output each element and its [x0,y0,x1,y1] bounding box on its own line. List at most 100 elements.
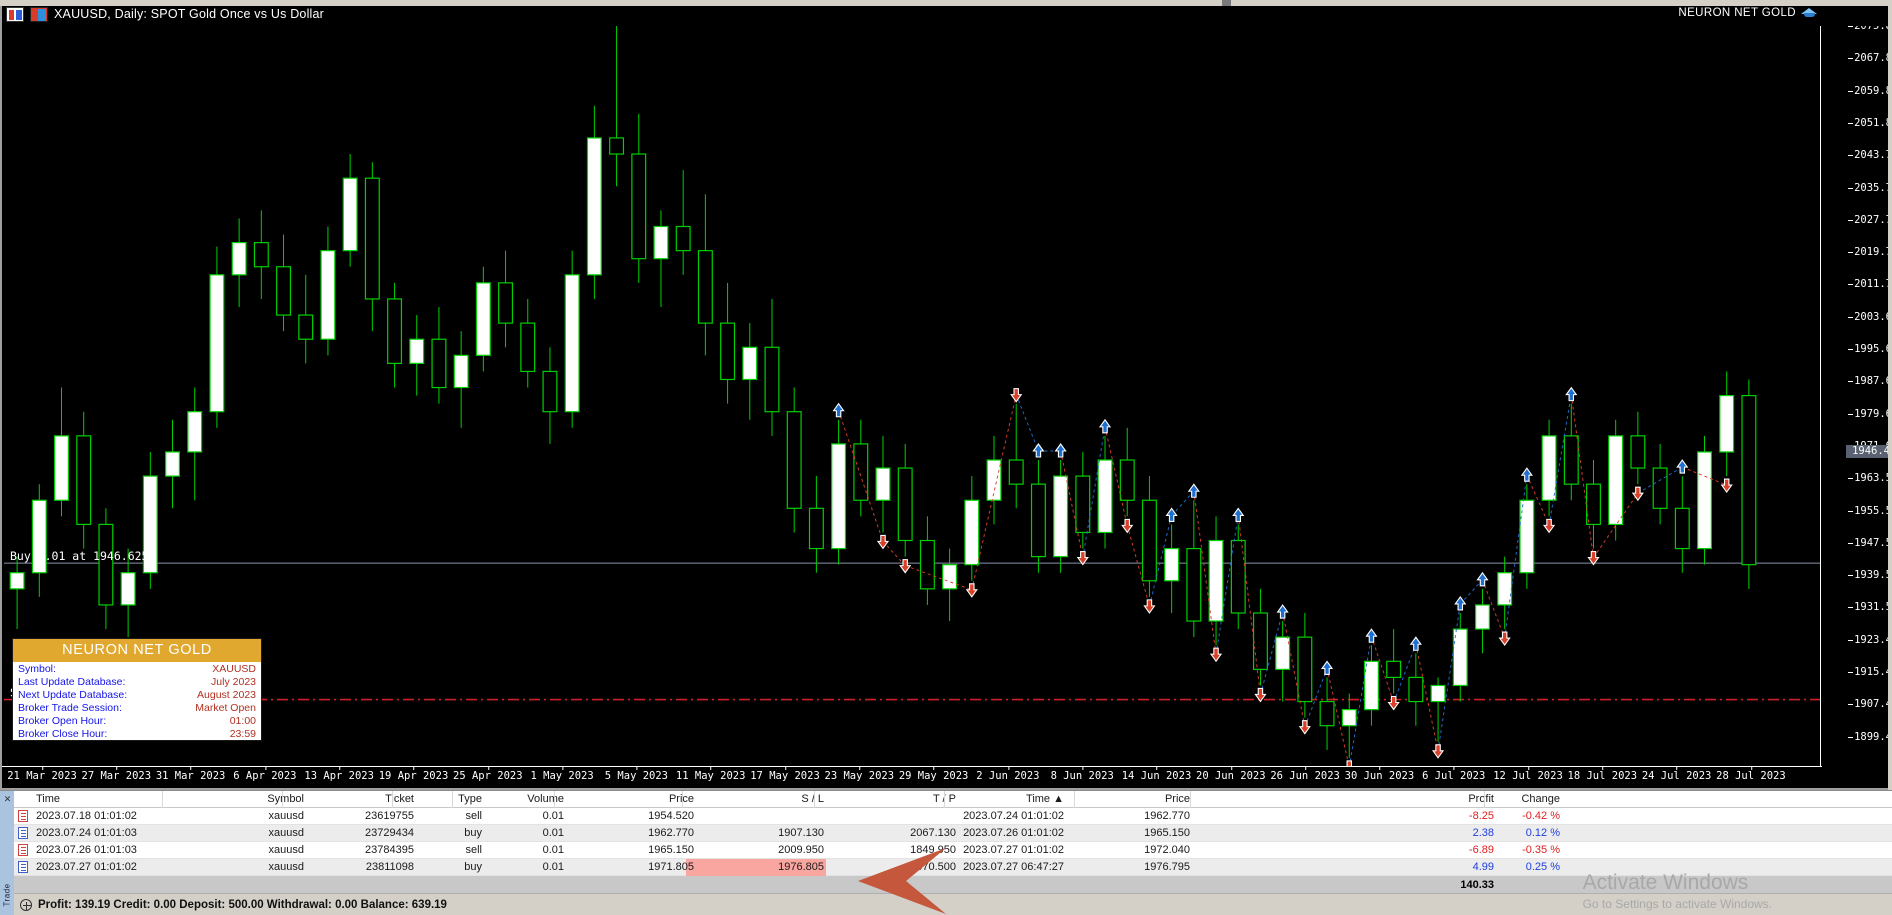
chart-icon [30,6,48,22]
grid-body[interactable]: 2023.07.18 01:01:02 xauusd 23619755 sell 0.0… [14,808,1892,876]
column-divider[interactable] [554,791,555,808]
cell-type: sell [465,810,482,822]
column-header-type[interactable]: Type [458,793,482,805]
grid-header-row[interactable]: TimeSymbolTicketTypeVolumePriceS / LT / … [14,791,1892,808]
cell-price: 1962.770 [648,827,694,839]
circle-plus-icon [20,898,32,911]
column-divider[interactable] [1484,791,1485,808]
cell-ticket: 23784395 [365,844,414,856]
column-header-t-p[interactable]: T / P [932,793,956,805]
column-divider[interactable] [392,791,393,808]
panel-row-key: Next Update Database: [18,689,128,701]
panel-title: NEURON NET GOLD [13,639,261,662]
price-tick: 1931.5 [1848,601,1892,613]
price-tick: 2011.7 [1848,278,1892,290]
date-tick: 27 Mar 2023 [81,766,152,782]
table-row[interactable]: 2023.07.18 01:01:02 xauusd 23619755 sell 0.0… [14,808,1892,825]
date-tick: 24 Jul 2023 [1641,766,1712,782]
panel-row-value: July 2023 [211,676,256,688]
terminal-side-tab[interactable]: ✕ Trade [0,791,14,915]
panel-row-value: August 2023 [197,689,256,701]
cell-time: 2023.07.24 01:01:03 [36,827,137,839]
cell-tp: 2070.500 [910,861,956,873]
column-header-time[interactable]: Time [36,793,61,805]
cell-change: -0.42 % [1522,810,1560,822]
date-scale[interactable]: 21 Mar 2023 27 Mar 2023 31 Mar 2023 6 Apr 2… [2,766,1822,788]
date-tick: 14 Jun 2023 [1121,766,1192,782]
column-divider[interactable] [282,791,283,808]
column-divider[interactable] [452,791,453,808]
panel-row-value: Market Open [195,702,256,714]
price-tick: 2067.8 [1848,52,1892,64]
table-row[interactable]: 2023.07.27 01:01:02 xauusd 23811098 buy 0.01… [14,859,1892,876]
table-row[interactable]: 2023.07.24 01:01:03 xauusd 23729434 buy 0.01… [14,825,1892,842]
date-tick: 6 Apr 2023 [233,766,297,782]
column-header-profit[interactable]: Profit [1468,793,1494,805]
cell-close-time: 2023.07.27 01:01:02 [963,844,1064,856]
price-tick: 2059.8 [1848,85,1892,97]
column-divider[interactable] [1190,791,1191,808]
cell-sl: 1907.130 [778,827,824,839]
date-tick: 2 Jun 2023 [976,766,1040,782]
column-header-time[interactable]: Time ▲ [1026,793,1064,805]
column-header-change[interactable]: Change [1521,793,1560,805]
table-row[interactable]: 2023.07.26 01:01:03 xauusd 23784395 sell 0.0… [14,842,1892,859]
column-header-volume[interactable]: Volume [527,793,564,805]
cell-type: buy [464,861,482,873]
brand-label: NEURON NET GOLD [1678,6,1818,19]
price-tick: 1955.5 [1848,505,1892,517]
close-icon[interactable]: ✕ [3,794,12,804]
price-scale[interactable]: 2075.8 2067.8 2059.8 2051.8 2043.7 2035.7 2027… [1820,2,1892,770]
column-divider[interactable] [1074,791,1075,808]
column-divider[interactable] [944,791,945,808]
column-header-ticket[interactable]: Ticket [385,793,414,805]
date-tick: 25 Apr 2023 [453,766,523,782]
cell-sl: 1976.805 [778,861,824,873]
panel-row-key: Last Update Database: [18,676,126,688]
column-header-s-l[interactable]: S / L [801,793,824,805]
panel-row: Next Update Database: August 2023 [13,688,261,701]
cell-sl: 2009.950 [778,844,824,856]
cell-ticket: 23619755 [365,810,414,822]
price-tick: 1923.4 [1848,634,1892,646]
column-header-price[interactable]: Price [564,793,694,807]
date-tick: 20 Jun 2023 [1196,766,1266,782]
column-header-symbol[interactable]: Symbol [267,793,304,805]
price-tick: 1939.5 [1848,569,1892,581]
panel-row-value: XAUUSD [212,663,256,675]
chart-plot-area[interactable]: Buy 0.01 at 1946.625SL [4,26,1820,766]
cell-type: buy [464,827,482,839]
trade-history-grid[interactable]: TimeSymbolTicketTypeVolumePriceS / LT / … [14,791,1892,894]
cell-symbol: xauusd [268,861,304,873]
account-summary-text: Profit: 139.19 Credit: 0.00 Deposit: 500… [38,898,447,911]
price-tick: 2019.7 [1848,246,1892,258]
price-tick: 1995.6 [1848,343,1892,355]
cell-tp: 1849.950 [910,844,956,856]
date-tick: 26 Jun 2023 [1270,766,1340,782]
date-tick: 29 May 2023 [898,766,969,782]
date-tick: 31 Mar 2023 [155,766,226,782]
cell-profit: 4.99 [1472,861,1494,873]
cell-time: 2023.07.26 01:01:03 [36,844,137,856]
cell-change: 0.12 % [1525,827,1560,839]
cell-close-time: 2023.07.26 01:01:02 [963,827,1064,839]
date-tick: 13 Apr 2023 [304,766,374,782]
top-scroll-strip[interactable] [0,0,1892,6]
column-divider[interactable] [682,791,683,808]
column-divider[interactable] [814,791,815,808]
chart-window: XAUUSD, Daily: SPOT Gold Once vs Us Doll… [0,0,1892,790]
cell-time: 2023.07.18 01:01:02 [36,810,137,822]
date-tick: 11 May 2023 [675,766,746,782]
cell-close-price: 1976.795 [1144,861,1190,873]
column-header-price[interactable]: Price [1164,793,1190,805]
terminal-tab-label: Trade [2,883,12,907]
cell-ticket: 23729434 [365,827,414,839]
scroll-marker[interactable] [1222,0,1231,6]
current-price-tag: 1946.4 [1846,445,1892,458]
cell-close-price: 1972.040 [1144,844,1190,856]
cell-type: sell [465,844,482,856]
chart-title: XAUUSD, Daily: SPOT Gold Once vs Us Doll… [54,7,325,21]
highlighted-sl-cell[interactable] [686,859,826,876]
column-divider[interactable] [162,791,163,808]
panel-row-key: Broker Open Hour: [18,715,107,727]
